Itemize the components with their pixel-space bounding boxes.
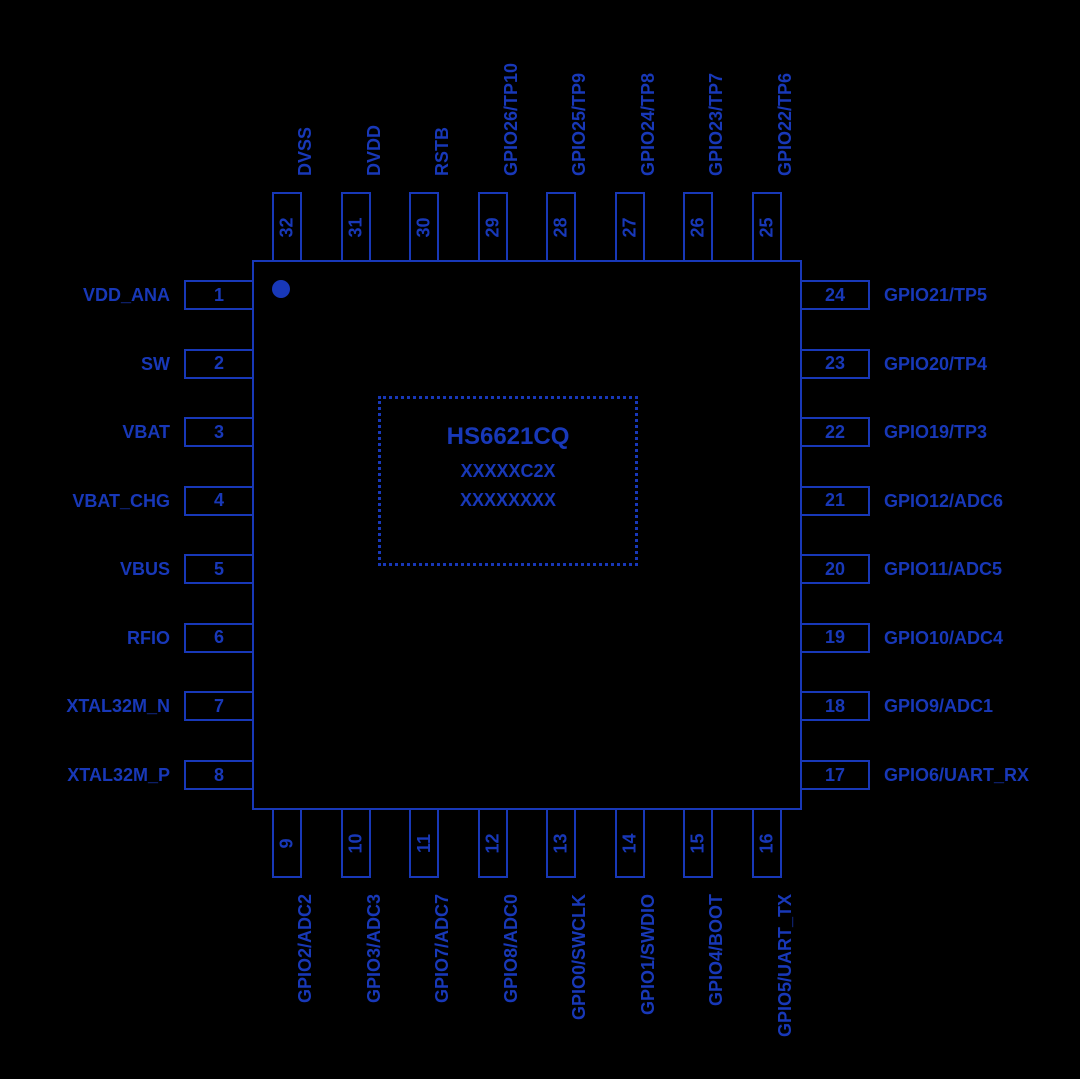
pin-24: 24 (800, 280, 870, 310)
die-marking: HS6621CQ XXXXXC2X XXXXXXXX (378, 396, 638, 566)
pin-25: 25 (752, 192, 782, 262)
pin-18-label: GPIO9/ADC1 (884, 696, 993, 717)
pin-26: 26 (683, 192, 713, 262)
pin-29: 29 (478, 192, 508, 262)
pin1-dot (272, 280, 290, 298)
pin-3: 3 (184, 417, 254, 447)
pin-5-label: VBUS (120, 559, 170, 580)
pin-27-label: GPIO24/TP8 (638, 73, 659, 176)
pin-18: 18 (800, 691, 870, 721)
pin-9: 9 (272, 808, 302, 878)
pin-27: 27 (615, 192, 645, 262)
pin-12: 12 (478, 808, 508, 878)
pin-20: 20 (800, 554, 870, 584)
pin-16-label: GPIO5/UART_TX (775, 894, 796, 1037)
pin-25-label: GPIO22/TP6 (775, 73, 796, 176)
pin-13-label: GPIO0/SWCLK (569, 894, 590, 1020)
pin-7: 7 (184, 691, 254, 721)
pin-17-label: GPIO6/UART_RX (884, 765, 1029, 786)
pin-6: 6 (184, 623, 254, 653)
pin-12-label: GPIO8/ADC0 (501, 894, 522, 1003)
pin-31-label: DVDD (364, 125, 385, 176)
pin-28: 28 (546, 192, 576, 262)
pin-7-label: XTAL32M_N (66, 696, 170, 717)
marking-line3: XXXXXXXX (381, 490, 635, 511)
pin-17: 17 (800, 760, 870, 790)
pin-30: 30 (409, 192, 439, 262)
pin-24-label: GPIO21/TP5 (884, 285, 987, 306)
pin-19: 19 (800, 623, 870, 653)
pin-5: 5 (184, 554, 254, 584)
pin-14-label: GPIO1/SWDIO (638, 894, 659, 1015)
pin-1-label: VDD_ANA (83, 285, 170, 306)
pin-32: 32 (272, 192, 302, 262)
pin-8-label: XTAL32M_P (67, 765, 170, 786)
pin-22-label: GPIO19/TP3 (884, 422, 987, 443)
pin-31: 31 (341, 192, 371, 262)
pin-32-label: DVSS (295, 127, 316, 176)
pin-20-label: GPIO11/ADC5 (884, 559, 1002, 580)
pin-21: 21 (800, 486, 870, 516)
marking-line2: XXXXXC2X (381, 461, 635, 482)
pin-8: 8 (184, 760, 254, 790)
pin-15-label: GPIO4/BOOT (706, 894, 727, 1006)
pin-16: 16 (752, 808, 782, 878)
pin-3-label: VBAT (122, 422, 170, 443)
pin-10-label: GPIO3/ADC3 (364, 894, 385, 1003)
pin-28-label: GPIO25/TP9 (569, 73, 590, 176)
pin-26-label: GPIO23/TP7 (706, 73, 727, 176)
pin-29-label: GPIO26/TP10 (501, 63, 522, 176)
pin-2: 2 (184, 349, 254, 379)
pin-13: 13 (546, 808, 576, 878)
pin-14: 14 (615, 808, 645, 878)
pin-10: 10 (341, 808, 371, 878)
pin-23-label: GPIO20/TP4 (884, 354, 987, 375)
pin-2-label: SW (141, 354, 170, 375)
pin-30-label: RSTB (432, 127, 453, 176)
pin-23: 23 (800, 349, 870, 379)
pin-22: 22 (800, 417, 870, 447)
part-number: HS6621CQ (381, 423, 635, 451)
pin-4-label: VBAT_CHG (72, 491, 170, 512)
pin-4: 4 (184, 486, 254, 516)
pin-21-label: GPIO12/ADC6 (884, 491, 1003, 512)
pin-9-label: GPIO2/ADC2 (295, 894, 316, 1003)
pin-6-label: RFIO (127, 628, 170, 649)
pin-11-label: GPIO7/ADC7 (432, 894, 453, 1003)
pin-19-label: GPIO10/ADC4 (884, 628, 1003, 649)
pin-1: 1 (184, 280, 254, 310)
pin-11: 11 (409, 808, 439, 878)
pin-15: 15 (683, 808, 713, 878)
